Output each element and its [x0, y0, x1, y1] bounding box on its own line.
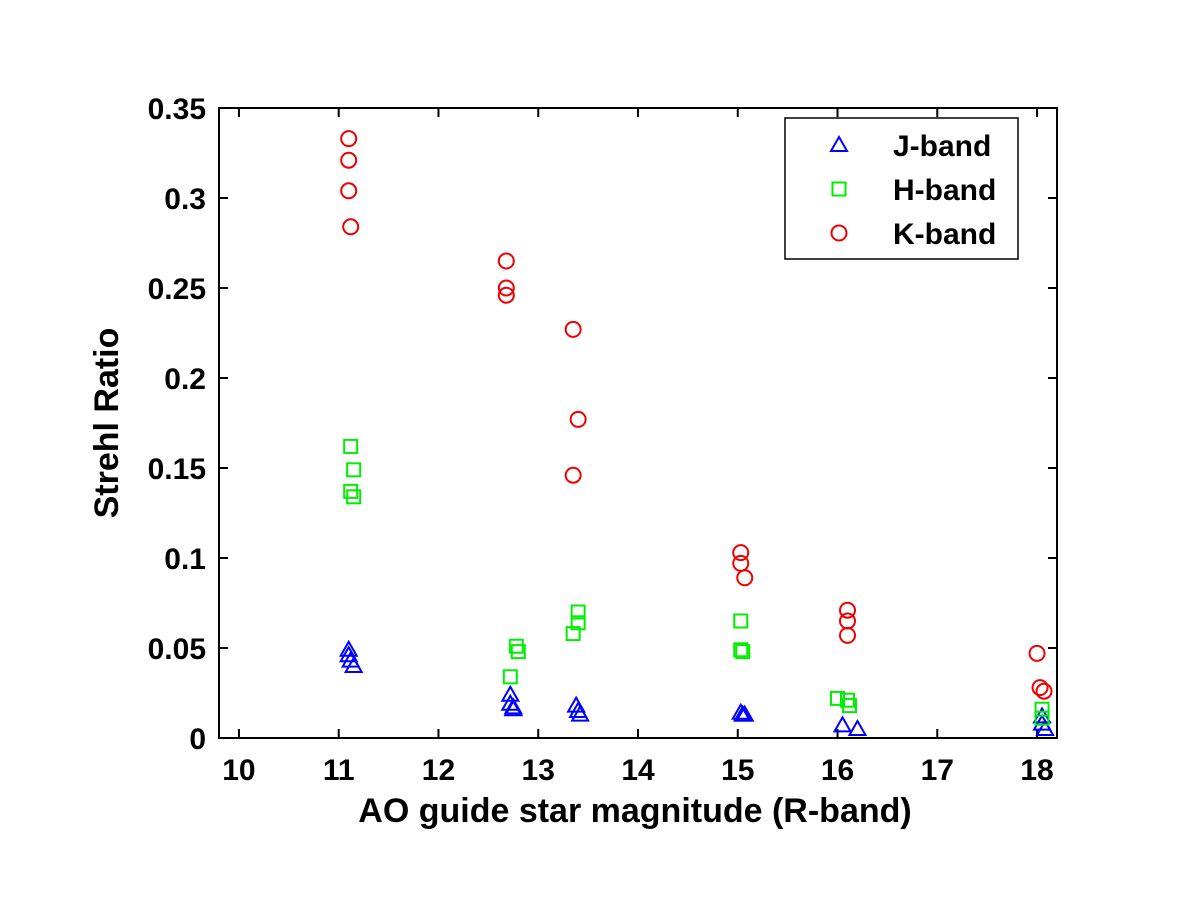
- y-axis-title: Strehl Ratio: [88, 328, 126, 519]
- y-tick-label: 0.35: [148, 93, 206, 126]
- y-tick-label: 0: [189, 723, 206, 756]
- h-band-point: [735, 644, 751, 660]
- h-band-point: [343, 438, 359, 454]
- j-band-point: [503, 699, 524, 717]
- x-tick-label: 13: [522, 754, 555, 787]
- x-tick-label: 14: [621, 754, 655, 787]
- k-band-point: [839, 626, 856, 644]
- h-band-point: [346, 462, 362, 478]
- h-band-point: [841, 698, 857, 714]
- h-band-point: [570, 604, 586, 620]
- k-band-point: [497, 286, 515, 304]
- k-band-point: [569, 410, 587, 428]
- j-band-point: [500, 684, 521, 702]
- j-band-point: [735, 704, 755, 722]
- data-points: [338, 130, 1055, 736]
- k-band-point: [340, 151, 358, 169]
- h-band-point: [733, 613, 749, 629]
- h-band-point: [565, 626, 581, 642]
- legend-marker-k-band: [830, 224, 848, 242]
- legend-marker-j-band: [829, 134, 849, 152]
- axis-tick-labels: 10 11 12 13 14 15 16 17 18 0 0.05 0.1 0.15 0.2 0.25 0.3…: [148, 93, 1054, 787]
- y-tick-label: 0.05: [148, 633, 206, 666]
- k-band-point: [497, 252, 515, 270]
- k-band-point: [340, 130, 358, 148]
- j-band-point: [847, 718, 868, 736]
- legend-label-h-band: H-band: [893, 174, 996, 207]
- legend-marker-h-band: [831, 181, 847, 197]
- x-tick-label: 17: [921, 754, 954, 787]
- x-tick-label: 11: [323, 754, 355, 787]
- legend-label-j-band: J-band: [893, 130, 991, 163]
- h-band-point: [733, 642, 749, 658]
- j-band-point: [832, 715, 853, 733]
- j-band-point: [1035, 718, 1055, 736]
- k-band-point: [1035, 682, 1053, 700]
- x-tick-label: 15: [721, 754, 754, 787]
- y-tick-label: 0.25: [148, 273, 206, 306]
- legend-label-k-band: K-band: [893, 218, 996, 251]
- k-band-point: [564, 320, 582, 338]
- y-tick-label: 0.2: [164, 363, 206, 396]
- x-tick-label: 10: [222, 754, 255, 787]
- legend-box: [784, 117, 1019, 260]
- k-band-point: [1028, 644, 1046, 662]
- x-tick-label: 18: [1020, 754, 1053, 787]
- x-tick-label: 12: [422, 754, 455, 787]
- h-band-point: [840, 692, 855, 708]
- j-band-point: [343, 655, 364, 673]
- h-band-point: [343, 483, 359, 499]
- legend-markers: [829, 134, 849, 242]
- h-band-point: [502, 669, 518, 685]
- h-band-point: [346, 489, 362, 505]
- j-band-point: [570, 704, 590, 722]
- k-band-point: [564, 466, 582, 484]
- k-band-point: [340, 182, 358, 200]
- legend: J-band H-band K-band: [784, 117, 1019, 260]
- k-band-point: [839, 601, 856, 619]
- y-tick-label: 0.15: [148, 453, 206, 486]
- x-tick-label: 16: [821, 754, 854, 787]
- k-band-point: [1031, 679, 1049, 697]
- k-band-point: [497, 279, 515, 297]
- x-axis-title: AO guide star magnitude (R-band): [358, 792, 911, 830]
- k-band-point: [732, 544, 750, 562]
- h-band-point: [1034, 701, 1050, 717]
- k-band-point: [736, 569, 754, 587]
- h-band-point: [508, 638, 524, 654]
- h-band-point: [510, 644, 526, 660]
- plot-frame: [218, 107, 1058, 739]
- y-tick-label: 0.3: [164, 183, 206, 216]
- k-band-point: [342, 218, 360, 236]
- y-tick-label: 0.1: [164, 543, 206, 576]
- h-band-point: [1034, 710, 1050, 726]
- h-band-point: [570, 615, 586, 631]
